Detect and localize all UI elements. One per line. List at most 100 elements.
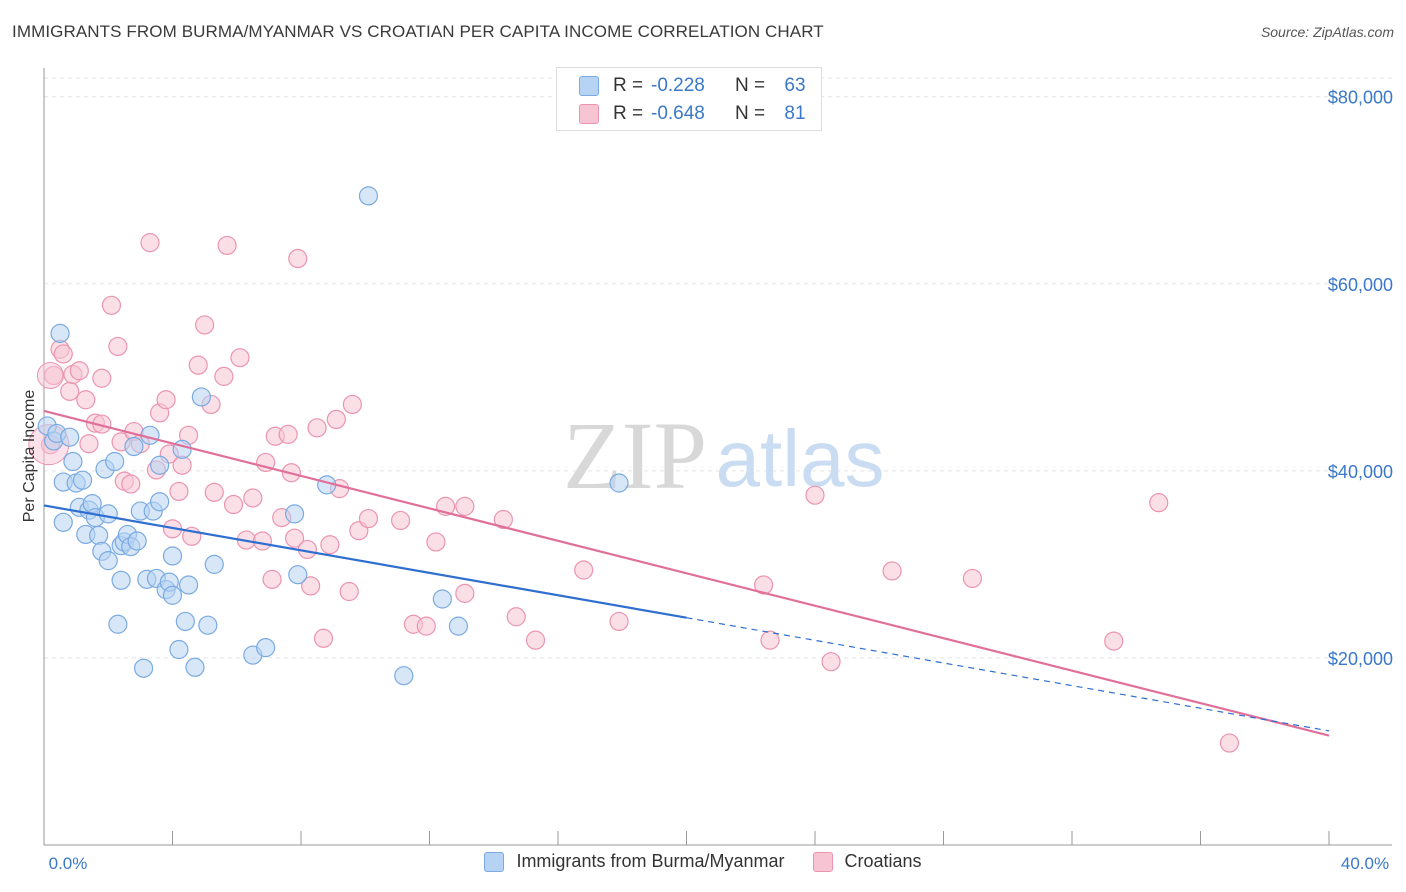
croatians-point xyxy=(342,394,362,415)
burma-point xyxy=(284,504,305,524)
burma-point xyxy=(162,546,183,566)
croatians-point xyxy=(358,508,379,529)
croatians-point xyxy=(882,561,902,581)
legend-r-value: -0.648 xyxy=(651,103,705,124)
x-tick-label-min: 0.0% xyxy=(49,854,88,873)
croatians-point xyxy=(188,355,208,375)
croatians-point xyxy=(92,368,112,388)
trend-lines xyxy=(43,409,1330,737)
burma-point xyxy=(394,666,414,686)
croatians-point xyxy=(79,434,99,454)
croatians-point-cluster xyxy=(36,361,64,389)
croatians-point xyxy=(320,535,340,555)
burma-point xyxy=(175,611,195,632)
legend-row-croatians: R = -0.648 N = 81 xyxy=(579,99,815,129)
legend-n-label: N = xyxy=(735,103,766,124)
y-tick-label: $40,000 xyxy=(1328,462,1393,482)
legend-r-label: R = xyxy=(613,75,644,96)
croatians-point xyxy=(53,344,73,364)
legend-n-label: N = xyxy=(735,75,766,96)
croatians-point xyxy=(284,528,305,548)
watermark: ZIP atlas xyxy=(563,402,884,509)
croatians-point xyxy=(506,607,526,627)
burma-point xyxy=(108,614,128,634)
croatians-point xyxy=(753,575,774,595)
burma-points xyxy=(37,186,629,686)
croatians-point xyxy=(69,361,89,381)
burma-point xyxy=(111,570,131,590)
burma-point xyxy=(169,639,189,660)
croatians-point xyxy=(390,510,411,531)
burma-point xyxy=(63,451,83,472)
burma-point xyxy=(198,615,218,635)
croatians-point xyxy=(821,652,841,672)
burma-trend-line xyxy=(43,504,687,619)
burma-point xyxy=(256,638,276,658)
croatians-point xyxy=(313,628,334,648)
burma-point xyxy=(172,439,192,459)
burma-trend-extension xyxy=(686,617,1330,732)
croatians-point xyxy=(60,381,80,401)
watermark-atlas: atlas xyxy=(716,414,885,503)
croatians-point xyxy=(426,532,446,552)
croatians-point xyxy=(609,611,629,632)
croatians-point xyxy=(525,630,546,650)
legend-r-label: R = xyxy=(613,103,644,124)
burma-point xyxy=(127,531,147,551)
croatians-trend-line xyxy=(43,409,1330,737)
burma-point xyxy=(185,657,205,677)
y-tick-label: $20,000 xyxy=(1328,649,1393,669)
croatians-point xyxy=(1219,733,1240,753)
y-tick-label: $80,000 xyxy=(1328,88,1393,108)
watermark-zip: ZIP xyxy=(563,402,707,509)
croatians-point xyxy=(455,496,475,516)
source-label: Source: ZipAtlas.com xyxy=(1260,24,1394,40)
legend-item-burma[interactable]: Immigrants from Burma/Myanmar xyxy=(484,851,785,872)
burma-point xyxy=(150,492,170,512)
burma-point xyxy=(98,551,118,571)
croatians-point xyxy=(172,455,192,475)
croatians-point xyxy=(156,390,176,410)
croatians-point xyxy=(288,248,308,269)
burma-point xyxy=(50,323,70,343)
burma-point xyxy=(124,436,144,457)
croatians-point xyxy=(339,581,359,602)
legend-r-value: -0.228 xyxy=(651,75,705,96)
croatians-point xyxy=(252,531,273,551)
burma-point xyxy=(204,554,224,574)
burma-point xyxy=(89,525,109,545)
burma-point xyxy=(358,186,379,206)
legend-item-croatians[interactable]: Croatians xyxy=(812,851,922,872)
croatians-point xyxy=(962,568,983,589)
croatians-point xyxy=(262,569,282,589)
croatians-point xyxy=(214,366,234,386)
burma-point xyxy=(60,427,80,447)
burma-point xyxy=(432,589,452,609)
croatians-point xyxy=(301,576,321,596)
croatians-point xyxy=(1149,493,1169,513)
burma-point xyxy=(53,512,73,532)
correlation-legend: R = -0.228 N = 63 R = -0.648 N = 81 xyxy=(556,67,822,131)
burma-point xyxy=(448,616,469,636)
legend-swatch-croatians xyxy=(579,104,599,124)
croatians-point xyxy=(574,560,594,580)
croatians-point xyxy=(223,494,244,515)
croatians-point xyxy=(121,474,141,494)
legend-label-burma: Immigrants from Burma/Myanmar xyxy=(516,851,785,871)
croatians-point xyxy=(108,336,128,357)
croatians-point xyxy=(204,482,224,502)
croatians-point xyxy=(217,235,237,256)
croatians-point xyxy=(326,409,346,430)
burma-point xyxy=(72,470,93,490)
legend-n-value: 63 xyxy=(784,75,806,96)
croatians-point xyxy=(243,488,263,508)
y-tick-labels: $20,000 $40,000 $60,000 $80,000 xyxy=(1328,88,1393,669)
croatians-point xyxy=(230,348,250,368)
burma-point xyxy=(105,451,125,472)
x-tick-label-max: 40.0% xyxy=(1341,854,1389,873)
burma-point xyxy=(288,565,308,585)
legend-row-burma: R = -0.228 N = 63 xyxy=(579,71,815,101)
burma-point xyxy=(178,575,199,595)
croatians-point xyxy=(1104,631,1124,651)
